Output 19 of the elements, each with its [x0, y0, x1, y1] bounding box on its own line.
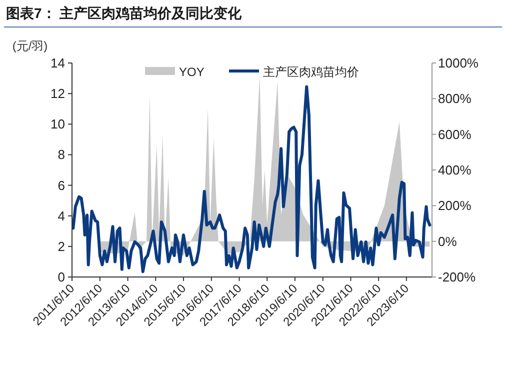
y2-tick-label: 600%	[438, 126, 472, 142]
y-tick-label: 4	[58, 208, 65, 224]
legend-label: 主产区肉鸡苗均价	[263, 65, 359, 79]
y-tick-label: 2	[58, 238, 65, 254]
legend-label: YOY	[179, 65, 204, 79]
chart-title: 图表7： 主产区肉鸡苗均价及同比变化	[6, 5, 243, 21]
y2-tick-label: -200%	[438, 270, 476, 284]
y-tick-label: 12	[50, 86, 65, 102]
y-tick-label: 14	[50, 56, 65, 70]
y-tick-label: 6	[58, 178, 65, 193]
y-tick-label: 0	[58, 270, 65, 284]
y2-tick-label: 1000%	[438, 56, 479, 70]
y-tick-label: 10	[50, 116, 65, 132]
y-tick-label: 8	[58, 147, 65, 162]
y2-tick-label: 0%	[438, 234, 458, 249]
y2-tick-label: 200%	[438, 198, 472, 214]
y-axis-title: (元/羽)	[12, 39, 48, 53]
y2-tick-label: 800%	[438, 91, 472, 106]
y2-tick-label: 400%	[438, 162, 472, 178]
